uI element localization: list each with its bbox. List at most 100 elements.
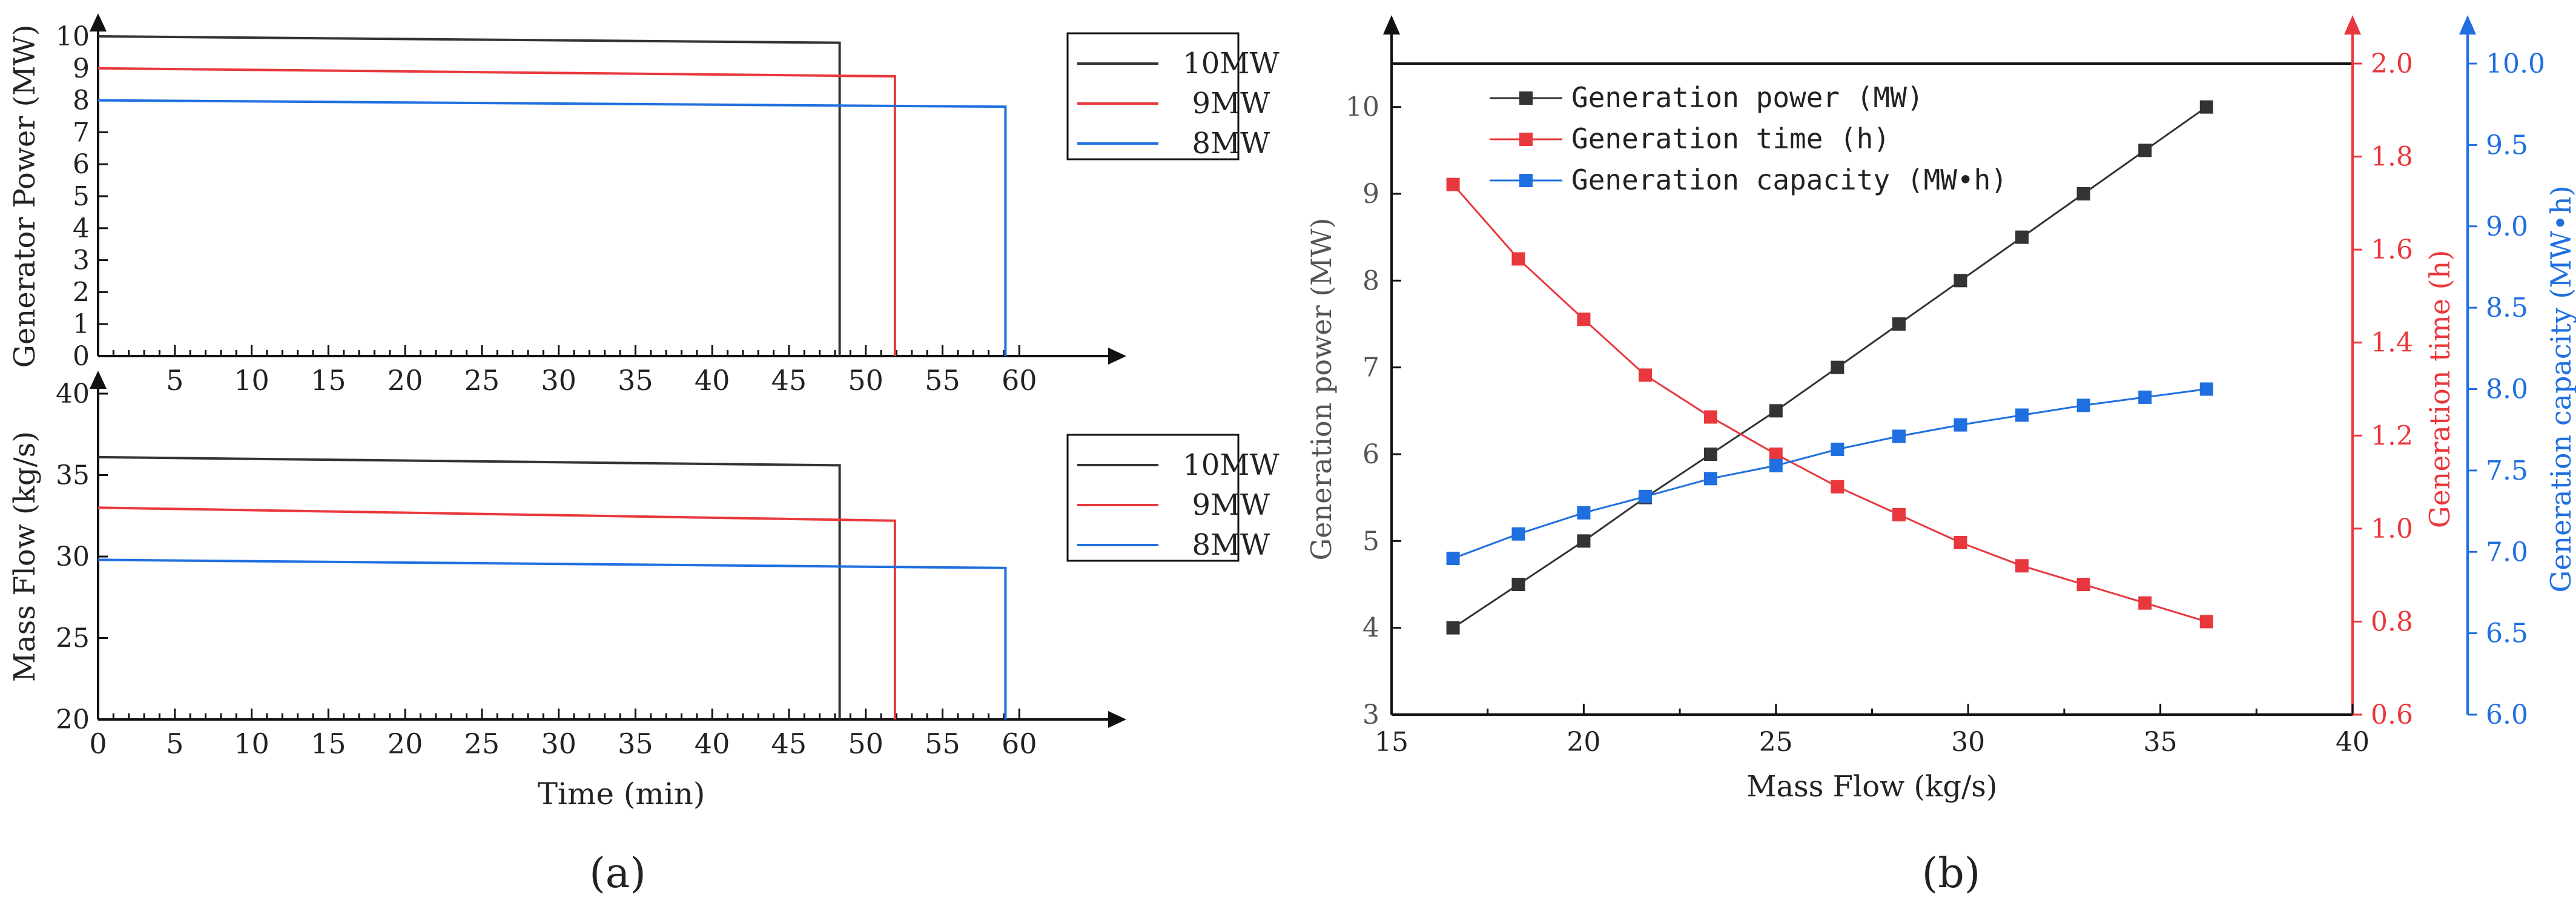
legend-box (1066, 434, 1240, 562)
right-y-time-tick-label: 1.2 (2371, 420, 2413, 451)
y-tick-label: 25 (56, 623, 90, 654)
series-point-2 (1511, 527, 1525, 541)
series-point-0 (1703, 448, 1717, 461)
left-y-axis-label: Generation power (MW) (1305, 218, 1338, 561)
legend-label: 8MW (1192, 127, 1270, 160)
series-point-1 (2138, 596, 2152, 610)
series-point-0 (1892, 317, 1906, 331)
series-point-0 (1769, 404, 1783, 418)
y-axis-arrow-icon (90, 13, 107, 31)
legend-label: 9MW (1192, 488, 1270, 522)
y-axis-arrow-icon (90, 371, 107, 389)
series-point-0 (2138, 144, 2152, 157)
y-tick-label: 40 (56, 378, 90, 409)
series-point-1 (1638, 368, 1652, 382)
right-y-time-axis-label: Generation time (h) (2423, 250, 2456, 529)
x-tick-label: 35 (618, 364, 653, 397)
x-tick-label: 35 (2144, 727, 2178, 758)
y-tick-label: 30 (56, 541, 90, 572)
left-y-tick-label: 3 (1362, 699, 1379, 730)
y-tick-label: 1 (73, 309, 90, 340)
right-y-capacity-tick-label: 9.0 (2486, 211, 2528, 242)
x-tick-label: 5 (166, 727, 183, 760)
chart-a-bottom: 0 5 10 15 20 25 30 35 40 45 50 55 60 20 25 30 35 40 Mass F… (8, 371, 1280, 811)
y-axis-label: Mass Flow (kg/s) (8, 431, 42, 682)
x-tick-label: 20 (388, 364, 423, 397)
series-point-1 (1831, 480, 1844, 494)
series-point-2 (1892, 429, 1906, 443)
x-tick-label: 20 (1567, 727, 1600, 758)
x-tick-label: 40 (695, 727, 730, 760)
left-y-tick-label: 8 (1362, 265, 1379, 296)
legend-label: Generation power (MW) (1571, 81, 1924, 114)
x-tick-label: 30 (541, 364, 576, 397)
y-tick-label: 20 (56, 704, 90, 735)
right-y-time-tick-label: 0.6 (2371, 699, 2413, 730)
x-tick-label: 10 (234, 727, 269, 760)
y-axis-label: Generator Power (MW) (8, 25, 42, 368)
series-point-0 (1953, 274, 1967, 288)
series-point-1 (1577, 312, 1591, 326)
x-tick-label: 55 (925, 727, 960, 760)
x-tick-label: 30 (541, 727, 576, 760)
x-tick-label: 30 (1951, 727, 1985, 758)
series-point-2 (1446, 552, 1460, 565)
right-y-time-tick-label: 1.0 (2371, 514, 2413, 544)
x-tick-label: 35 (618, 727, 653, 760)
x-tick-label: 60 (1002, 727, 1037, 760)
series-point-1 (1446, 177, 1460, 191)
x-tick-label: 0 (89, 727, 107, 760)
y-tick-label: 3 (73, 245, 90, 276)
right-y-axis-time-arrow-icon (2344, 15, 2361, 35)
x-tick-label: 5 (166, 364, 183, 397)
series-line-8MW (97, 99, 1007, 356)
y-tick-label: 0 (73, 341, 90, 372)
series-point-1 (2015, 559, 2029, 573)
right-y-capacity-tick-label: 7.0 (2486, 537, 2528, 567)
left-y-tick-label: 4 (1362, 613, 1379, 644)
panel-label-a: (a) (589, 850, 646, 897)
series-point-2 (1953, 418, 1967, 432)
x-tick-label: 15 (311, 364, 346, 397)
right-y-axis-capacity-arrow-icon (2459, 15, 2476, 35)
right-y-capacity-tick-label: 8.0 (2486, 374, 2528, 405)
series-point-1 (2199, 615, 2213, 629)
legend-label: Generation time (h) (1571, 122, 1890, 155)
right-y-capacity-tick-label: 10.0 (2486, 48, 2545, 79)
series-point-1 (1892, 507, 1906, 521)
y-tick-label: 35 (56, 460, 90, 491)
legend-label: 10MW (1183, 47, 1280, 81)
y-tick-label: 2 (73, 277, 90, 308)
chart-a-top: 5 10 15 20 25 30 35 40 45 50 55 60012345678910Gener… (8, 13, 1280, 397)
series-point-2 (2015, 408, 2029, 422)
right-y-capacity-axis-label: Generation capacity (MW•h) (2545, 185, 2576, 592)
x-axis-arrow-icon (1108, 348, 1126, 365)
x-tick-label: 50 (848, 364, 883, 397)
series-point-0 (1831, 360, 1844, 374)
series-point-0 (2076, 187, 2090, 200)
y-tick-label: 8 (73, 85, 90, 116)
x-tick-label: 55 (925, 364, 960, 397)
right-y-capacity-tick-label: 9.5 (2486, 130, 2528, 160)
series-point-1 (1769, 448, 1783, 461)
y-tick-label: 10 (56, 21, 90, 52)
x-tick-label: 25 (464, 727, 500, 760)
right-y-capacity-tick-label: 8.5 (2486, 293, 2528, 323)
right-y-capacity-tick-label: 7.5 (2486, 455, 2528, 486)
right-y-time-tick-label: 1.6 (2371, 234, 2413, 265)
right-y-time-tick-label: 1.8 (2371, 142, 2413, 173)
x-tick-label: 25 (464, 364, 500, 397)
right-y-time-tick-label: 0.8 (2371, 606, 2413, 637)
left-y-tick-label: 10 (1346, 92, 1379, 123)
series-point-1 (1703, 410, 1717, 424)
right-y-time-tick-label: 2.0 (2371, 48, 2413, 79)
x-tick-label: 20 (388, 727, 423, 760)
series-point-1 (1953, 535, 1967, 549)
series-line-10MW (97, 455, 841, 719)
series-point-2 (1769, 458, 1783, 472)
right-y-capacity-tick-label: 6.0 (2486, 699, 2528, 730)
left-y-tick-label: 6 (1362, 439, 1379, 470)
legend-marker (1519, 174, 1533, 187)
